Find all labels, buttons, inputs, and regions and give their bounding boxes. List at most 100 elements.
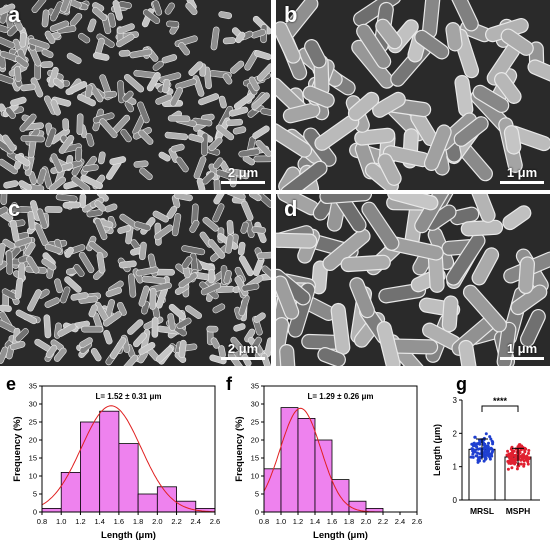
x-tick-label: 1.0 xyxy=(56,517,66,526)
bacterium-rod-body xyxy=(60,0,72,13)
bacterium-rod-body xyxy=(54,278,63,294)
bacterium-rod xyxy=(71,175,91,190)
y-tick-label: 1 xyxy=(453,463,458,472)
bacterium-rod-body xyxy=(27,211,36,231)
bacterium-rod-body xyxy=(92,7,108,22)
bacterium-rod-body xyxy=(251,336,262,351)
histogram-bar xyxy=(297,418,316,513)
bacterium-rod-body xyxy=(178,42,190,56)
bacterium-rod xyxy=(202,216,219,232)
bacterium-rod xyxy=(97,151,106,165)
histogram-bar xyxy=(118,443,139,513)
y-tick-label: 35 xyxy=(29,382,37,391)
bacterium-rod xyxy=(453,116,489,147)
data-point xyxy=(511,450,515,454)
bacterium-rod xyxy=(158,151,171,162)
data-point xyxy=(485,452,489,456)
data-point xyxy=(526,462,530,466)
bacterium-rod-body xyxy=(129,48,153,59)
bacterium-rod-body xyxy=(449,0,479,32)
bacterium-rod-body xyxy=(152,0,163,16)
bacterium-rod xyxy=(169,87,183,107)
bacterium-rod xyxy=(155,346,173,363)
data-point xyxy=(491,440,495,444)
bacterium-rod xyxy=(0,73,15,85)
y-tick-label: 30 xyxy=(29,400,37,409)
bacterium-rod xyxy=(57,323,77,337)
bacterium-rod xyxy=(261,265,271,284)
sem-panel-d: d 1 μm xyxy=(276,194,550,366)
y-axis-label: Length (μm) xyxy=(432,424,442,476)
bacterium-rod xyxy=(88,304,98,318)
bacterium-rod xyxy=(472,84,510,114)
bacterium-rod-body xyxy=(97,151,106,165)
bacterium-rod-body xyxy=(377,153,402,186)
bacterium-rod-body xyxy=(162,79,171,94)
bacterium-rod xyxy=(137,101,150,124)
bacterium-rod-body xyxy=(109,156,127,166)
significance-label: **** xyxy=(493,396,508,406)
bacterium-rod xyxy=(133,332,147,348)
bacterium-rod xyxy=(218,95,227,109)
bacterium-rod-body xyxy=(14,236,33,248)
bacterium-rod-body xyxy=(3,180,19,189)
bacterium-rod-body xyxy=(248,194,262,202)
bacterium-rod-body xyxy=(88,240,108,258)
bacterium-rod-body xyxy=(0,138,14,155)
bacterium-rod-body xyxy=(167,313,176,331)
data-point xyxy=(523,450,527,454)
bacterium-rod xyxy=(85,132,95,147)
bacterium-rod-body xyxy=(260,107,271,116)
scale-bar-b: 1 μm xyxy=(500,165,544,184)
bacterium-rod-body xyxy=(212,303,226,314)
y-tick-label: 15 xyxy=(251,454,259,463)
bacterium-rod-body xyxy=(208,269,215,284)
y-tick-label: 10 xyxy=(251,472,259,481)
bacterium-rod-body xyxy=(375,18,403,50)
y-tick-label: 5 xyxy=(33,490,37,499)
bacterium-rod-body xyxy=(62,201,81,209)
x-tick-label: 1.0 xyxy=(276,517,286,526)
bacterium-rod-body xyxy=(10,96,27,107)
data-point xyxy=(482,459,486,463)
bacterium-rod xyxy=(244,328,256,343)
histogram-chart-e: 0.8 1.0 1.2 1.4 1.6 1.8 2.0 2.2 2.4 2.6 0 5 10 15 20 25… xyxy=(12,382,220,542)
data-point xyxy=(518,451,522,455)
bacterium-rod-body xyxy=(80,325,104,333)
bacterium-rod xyxy=(235,31,246,44)
bacterium-rod xyxy=(40,61,54,69)
bacterium-rod-body xyxy=(84,84,93,98)
data-point xyxy=(472,441,476,445)
panel-label-a: a xyxy=(8,2,21,27)
data-point xyxy=(511,457,515,461)
bacterium-rod-body xyxy=(15,55,29,68)
bacterium-rod-body xyxy=(65,81,88,96)
bacterium-rod xyxy=(118,260,137,269)
bacterium-rod-body xyxy=(253,155,271,163)
bacterium-rod xyxy=(198,93,220,106)
bacterium-rod-body xyxy=(445,22,463,52)
bacterium-rod-body xyxy=(75,146,83,162)
bacterium-rod-body xyxy=(64,246,74,258)
bacterium-rod-body xyxy=(41,48,54,59)
bacterium-rod-body xyxy=(45,344,58,359)
data-point xyxy=(489,437,493,441)
bacterium-rod xyxy=(253,155,271,163)
bacterium-rod-body xyxy=(44,243,62,254)
bacterium-rod xyxy=(212,303,226,314)
bacterium-rod-body xyxy=(302,85,335,108)
bacterium-rod-body xyxy=(241,200,254,221)
x-tick-label: 2.2 xyxy=(378,517,388,526)
scale-bar-label-c: 2 μm xyxy=(227,341,259,356)
bacterium-rod xyxy=(372,91,406,118)
bacterium-rod xyxy=(354,127,396,146)
bacterium-rod-body xyxy=(133,160,149,168)
data-point xyxy=(506,454,510,458)
data-point xyxy=(476,451,479,455)
data-point xyxy=(515,467,519,471)
bacterium-rod-body xyxy=(88,304,98,318)
bacterium-rod xyxy=(10,96,27,107)
bacterium-rod-body xyxy=(40,61,54,69)
bacterium-rod xyxy=(96,252,106,274)
bacterium-rod-body xyxy=(69,12,83,27)
